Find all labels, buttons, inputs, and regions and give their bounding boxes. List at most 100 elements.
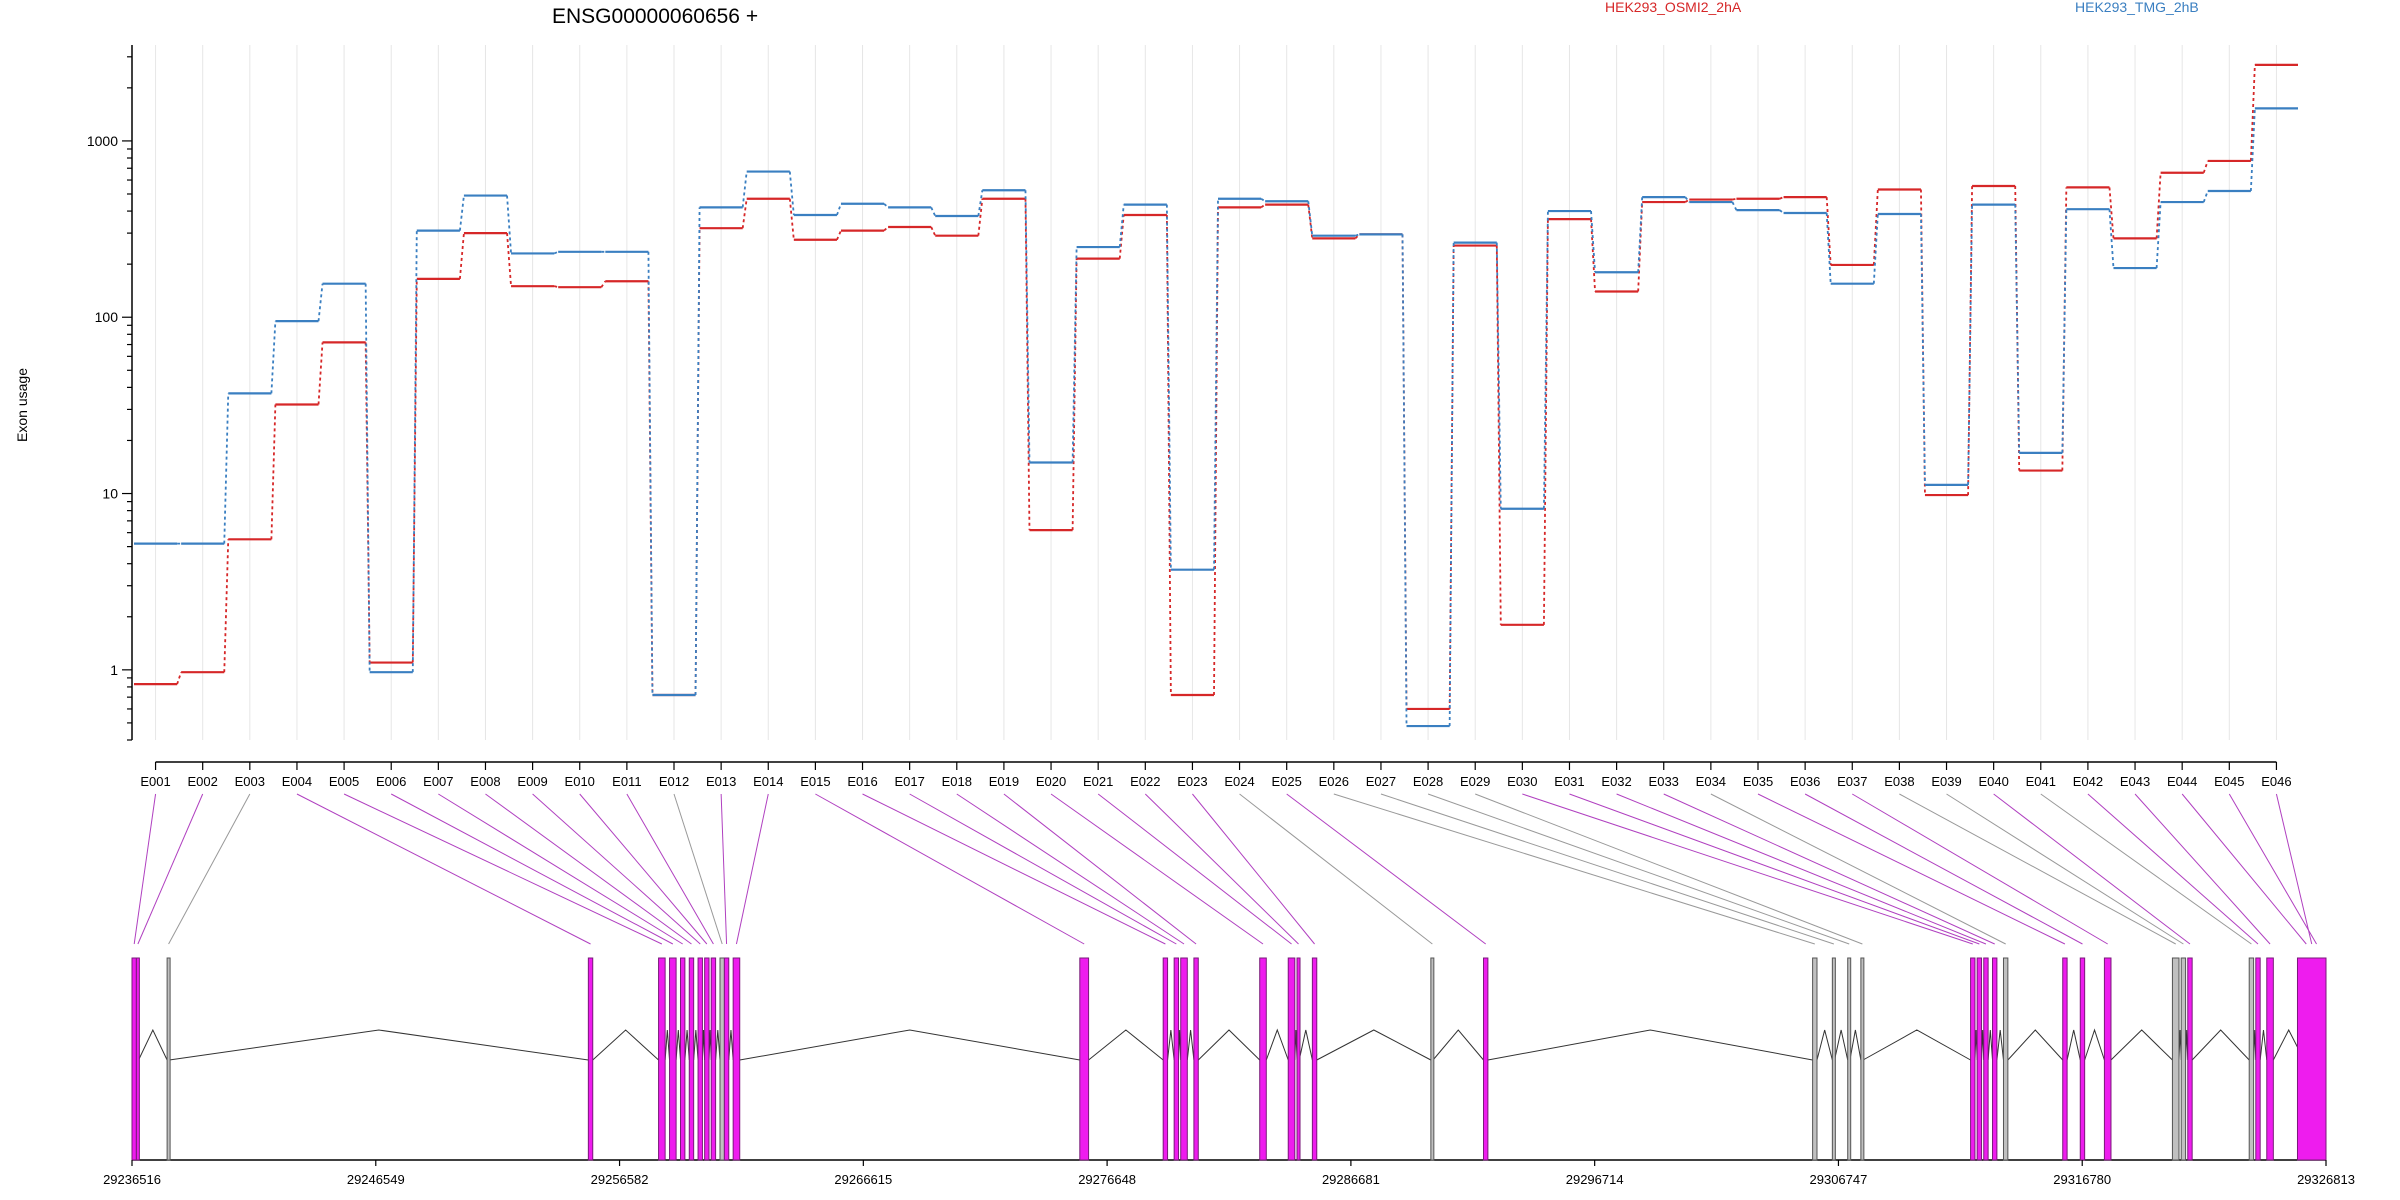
x-tick-label-e036: E036 [1790, 774, 1820, 789]
exon-block [2187, 957, 2193, 1161]
coord-tick-label: 29246549 [347, 1172, 405, 1187]
coord-tick-label: 29276648 [1078, 1172, 1136, 1187]
exon-block [2103, 957, 2112, 1161]
x-tick-label-e029: E029 [1460, 774, 1490, 789]
exon-connector [2275, 793, 2313, 945]
exon-connectors [133, 793, 2317, 945]
exon-connector [1522, 793, 1973, 945]
x-tick-label-e025: E025 [1272, 774, 1302, 789]
x-tick-label-e005: E005 [329, 774, 359, 789]
exon-connector [2040, 793, 2252, 945]
x-tick-label-e011: E011 [612, 774, 641, 789]
exon-block [2171, 957, 2180, 1161]
y-tick-label: 100 [95, 309, 119, 325]
exon-connector [1852, 793, 2108, 945]
exon-connector [1804, 793, 2083, 945]
x-tick-label-e024: E024 [1224, 774, 1254, 789]
x-tick-label-e022: E022 [1130, 774, 1160, 789]
exon-connector [2228, 793, 2317, 945]
exon-block [135, 957, 140, 1161]
x-tick-label-e041: E041 [2026, 774, 2056, 789]
exon-connector [1427, 793, 1850, 945]
coord-tick-label: 29236516 [103, 1172, 161, 1187]
exon-connector [390, 793, 674, 945]
exon-connector [1710, 793, 2006, 945]
x-tick-label-e031: E031 [1554, 774, 1584, 789]
coord-tick-label: 29306747 [1810, 1172, 1868, 1187]
chart-title: ENSG00000060656 + [552, 5, 758, 28]
y-tick-label: 10 [102, 486, 118, 502]
exon-block [1860, 957, 1865, 1161]
exon-connector [815, 793, 1085, 945]
exon-block [697, 957, 703, 1161]
exon-block [1173, 957, 1180, 1161]
x-tick-label-e002: E002 [188, 774, 218, 789]
x-tick-label-e006: E006 [376, 774, 406, 789]
exon-connector [1286, 793, 1486, 945]
x-tick-label-e033: E033 [1649, 774, 1679, 789]
x-tick-label-e035: E035 [1743, 774, 1773, 789]
exon-connector [1569, 793, 1980, 945]
x-tick-label-e021: E021 [1083, 774, 1113, 789]
x-tick-label-e023: E023 [1177, 774, 1207, 789]
exon-connector [720, 793, 728, 945]
axes: 1 10 100 1000 [87, 45, 2278, 770]
y-axis-label: Exon usage [14, 368, 30, 442]
x-tick-label-e001: E001 [140, 774, 170, 789]
exon-connector [735, 793, 769, 945]
x-tick-label-e040: E040 [1978, 774, 2008, 789]
exon-block [1259, 957, 1267, 1161]
x-tick-label-e010: E010 [565, 774, 595, 789]
exon-block [658, 957, 666, 1161]
exon-block [166, 957, 171, 1161]
x-tick-label-e037: E037 [1837, 774, 1867, 789]
intron-lines [138, 1028, 2316, 1061]
exon-connector [1239, 793, 1433, 945]
coord-tick-label: 29326813 [2297, 1172, 2355, 1187]
x-tick-label-e019: E019 [989, 774, 1019, 789]
exon-block [2180, 957, 2187, 1161]
x-tick-label-e017: E017 [894, 774, 924, 789]
exon-block [1193, 957, 1199, 1161]
exon-connector [1475, 793, 1863, 945]
exon-block [732, 957, 741, 1161]
exon-block [2266, 957, 2274, 1161]
x-tick-label-e038: E038 [1884, 774, 1914, 789]
coord-tick-label: 29256582 [591, 1172, 649, 1187]
x-tick-label-e013: E013 [706, 774, 736, 789]
genomic-coordinate-ticks: 29236516 29246549 29256582 29266615 29276648… [103, 1160, 2355, 1187]
exon-block [1180, 957, 1188, 1161]
exon-connector [909, 793, 1177, 945]
legend-entry-osmi2: HEK293_OSMI2_2hA [1605, 0, 1742, 15]
exon-block [704, 957, 710, 1161]
exon-connector [1380, 793, 1835, 945]
x-tick-label-e016: E016 [847, 774, 877, 789]
exon-connector [296, 793, 591, 945]
x-tick-labels: E001 E002 E003 E004 E005 E006 E007 E008 E009 E010… [140, 774, 2291, 789]
exon-block [1311, 957, 1318, 1161]
exon-block [1079, 957, 1090, 1161]
coord-tick-label: 29266615 [834, 1172, 892, 1187]
legend-entry-tmg: HEK293_TMG_2hB [2075, 0, 2199, 15]
exon-block [587, 957, 594, 1161]
x-tick-label-e028: E028 [1413, 774, 1443, 789]
exon-connector [579, 793, 708, 945]
exon-connector [1003, 793, 1197, 945]
x-tick-label-e045: E045 [2214, 774, 2244, 789]
exon-connector [1144, 793, 1299, 945]
exon-block [669, 957, 677, 1161]
x-tick-label-e012: E012 [659, 774, 689, 789]
exon-block [1970, 957, 1976, 1161]
exon-block [1992, 957, 1998, 1161]
exon-block [1983, 957, 1989, 1161]
x-tick-label-e027: E027 [1366, 774, 1396, 789]
exon-connector [2181, 793, 2307, 945]
exon-connector [1757, 793, 2066, 945]
exon-connector [956, 793, 1185, 945]
exon-block [2079, 957, 2086, 1161]
x-tick-label-e039: E039 [1931, 774, 1961, 789]
x-tick-label-e018: E018 [942, 774, 972, 789]
exon-connector [1993, 793, 2191, 945]
exon-block [688, 957, 695, 1161]
exon-connector [438, 793, 683, 945]
